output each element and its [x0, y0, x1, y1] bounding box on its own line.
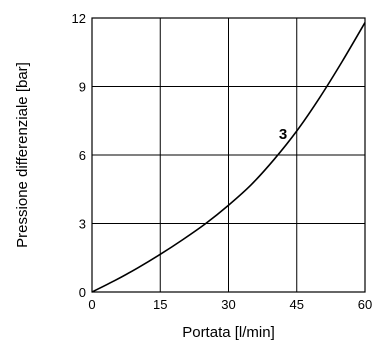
- y-tick-label: 6: [79, 148, 86, 163]
- grid-lines: [91, 17, 366, 293]
- y-tick-label: 9: [79, 80, 86, 95]
- series-line-3: [91, 22, 366, 293]
- x-tick-label: 15: [153, 297, 167, 312]
- x-tick-label: 60: [358, 297, 372, 312]
- tick-labels: 0 15 30 45 60 0 3 6 9 12: [72, 11, 373, 312]
- series-group: [91, 22, 366, 293]
- x-axis-label: Portata [l/min]: [182, 324, 275, 341]
- y-tick-label: 0: [79, 285, 86, 300]
- x-tick-label: 30: [221, 297, 235, 312]
- y-axis-label: Pressione differenziale [bar]: [14, 62, 31, 248]
- x-tick-label: 0: [88, 297, 95, 312]
- y-tick-label: 12: [72, 11, 86, 26]
- plot-border: [91, 17, 366, 293]
- annotation-group: 3: [279, 126, 287, 143]
- curve-label: 3: [279, 126, 287, 143]
- y-tick-label: 3: [79, 217, 86, 232]
- x-tick-label: 45: [290, 297, 304, 312]
